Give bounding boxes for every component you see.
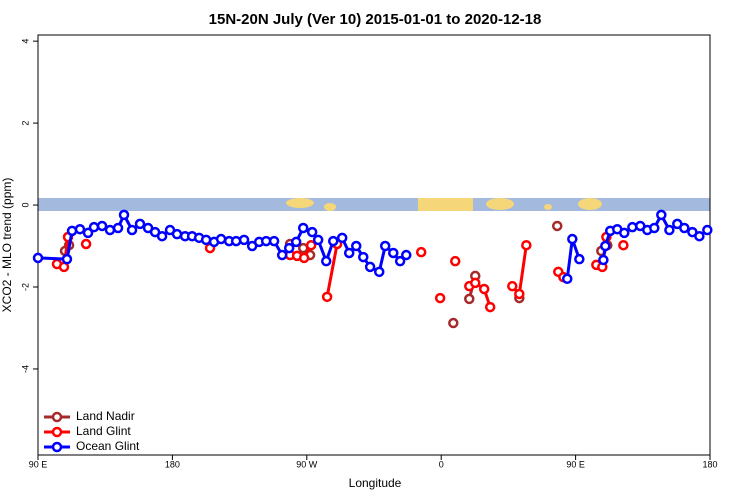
point bbox=[298, 252, 310, 264]
point bbox=[350, 240, 362, 252]
ocean-band bbox=[38, 198, 710, 211]
point bbox=[283, 242, 295, 254]
point bbox=[469, 277, 481, 289]
land-patch bbox=[324, 203, 336, 211]
point bbox=[388, 247, 399, 259]
point bbox=[415, 246, 427, 258]
plot-frame bbox=[37, 34, 711, 456]
point bbox=[336, 232, 348, 244]
y-tick-label: -4 bbox=[20, 365, 30, 373]
legend-marker bbox=[51, 426, 63, 438]
point bbox=[306, 226, 318, 238]
point bbox=[694, 230, 705, 242]
point bbox=[478, 283, 490, 295]
x-axis-label: Longitude bbox=[349, 476, 402, 490]
point bbox=[521, 239, 532, 251]
point bbox=[321, 291, 333, 303]
x-tick-label: 0 bbox=[439, 459, 444, 469]
point bbox=[656, 209, 667, 221]
land-patch bbox=[544, 204, 552, 210]
y-tick-label: -2 bbox=[20, 283, 30, 291]
point bbox=[134, 218, 146, 230]
point bbox=[514, 288, 525, 300]
point bbox=[327, 235, 339, 247]
point bbox=[649, 222, 660, 234]
point bbox=[156, 230, 168, 242]
x-tick-label: 90 W bbox=[296, 459, 318, 469]
point bbox=[551, 220, 563, 232]
land-patch bbox=[486, 198, 514, 210]
y-tick-label: 0 bbox=[20, 203, 30, 208]
point bbox=[379, 240, 391, 252]
point bbox=[449, 255, 461, 267]
point bbox=[215, 233, 227, 245]
point bbox=[104, 224, 116, 236]
point bbox=[343, 247, 355, 259]
point bbox=[80, 238, 92, 250]
point bbox=[230, 235, 242, 247]
point bbox=[484, 301, 496, 313]
point bbox=[618, 239, 629, 251]
point bbox=[268, 235, 280, 247]
point bbox=[627, 221, 638, 233]
point bbox=[364, 261, 376, 273]
point bbox=[312, 234, 324, 246]
legend-label: Land Nadir bbox=[76, 409, 135, 423]
point bbox=[401, 249, 412, 261]
land-patch bbox=[286, 198, 314, 208]
point bbox=[276, 249, 288, 261]
point bbox=[126, 224, 138, 236]
point bbox=[373, 266, 385, 278]
point bbox=[32, 252, 44, 264]
legend-marker bbox=[51, 411, 63, 423]
point bbox=[702, 224, 713, 236]
point bbox=[679, 222, 690, 234]
legend-label: Land Glint bbox=[76, 424, 131, 438]
y-tick-label: 2 bbox=[20, 121, 30, 126]
point bbox=[567, 233, 578, 245]
x-tick-label: 90 E bbox=[566, 459, 585, 469]
point bbox=[297, 222, 309, 234]
point bbox=[394, 255, 406, 267]
point bbox=[290, 236, 302, 248]
point bbox=[561, 273, 573, 285]
x-tick-label: 180 bbox=[165, 459, 180, 469]
point bbox=[448, 317, 459, 329]
legend-label: Ocean Glint bbox=[76, 439, 140, 453]
point bbox=[88, 221, 100, 233]
point bbox=[305, 239, 317, 251]
point bbox=[664, 224, 675, 236]
point bbox=[619, 227, 630, 239]
point bbox=[574, 253, 585, 265]
point bbox=[82, 227, 94, 239]
point bbox=[357, 251, 369, 263]
point bbox=[61, 253, 73, 265]
x-tick-label: 90 E bbox=[29, 459, 48, 469]
point bbox=[238, 234, 250, 246]
point bbox=[600, 240, 611, 252]
point bbox=[434, 292, 446, 304]
point bbox=[118, 209, 130, 221]
chart-title: 15N-20N July (Ver 10) 2015-01-01 to 2020… bbox=[209, 11, 542, 28]
land-patch bbox=[418, 198, 473, 211]
legend-marker bbox=[51, 441, 63, 453]
map-band bbox=[38, 198, 710, 211]
point bbox=[320, 255, 332, 267]
point bbox=[112, 222, 124, 234]
point bbox=[464, 293, 475, 305]
point bbox=[96, 220, 108, 232]
x-tick-label: 180 bbox=[702, 459, 717, 469]
y-axis-label: XCO2 - MLO trend (ppm) bbox=[0, 178, 14, 313]
point bbox=[171, 228, 183, 240]
point bbox=[507, 280, 518, 292]
point bbox=[74, 223, 86, 235]
land-patch bbox=[578, 198, 602, 210]
point bbox=[598, 254, 609, 266]
y-tick-label: 4 bbox=[20, 39, 30, 44]
